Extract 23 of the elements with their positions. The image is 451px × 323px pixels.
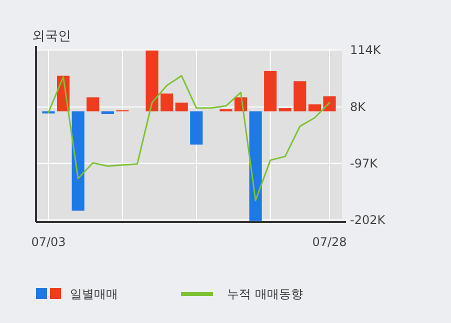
y-tick-label: -97K bbox=[350, 156, 379, 171]
bar bbox=[294, 81, 306, 112]
y-tick-label: 114K bbox=[350, 43, 382, 58]
chart-title: 외국인 bbox=[32, 29, 71, 44]
y-tick-label: -202K bbox=[350, 213, 386, 228]
bar bbox=[86, 97, 100, 112]
bar bbox=[146, 50, 158, 112]
bar bbox=[278, 108, 292, 112]
bar bbox=[249, 111, 262, 221]
bar bbox=[160, 94, 174, 112]
legend-label: 일별매매 bbox=[70, 287, 118, 302]
bar bbox=[308, 104, 321, 112]
bar bbox=[72, 111, 84, 211]
bar bbox=[190, 111, 203, 145]
x-tick-label: 07/03 bbox=[31, 235, 66, 249]
bar bbox=[101, 111, 114, 114]
bar bbox=[323, 96, 336, 112]
line-series bbox=[48, 75, 330, 202]
bar bbox=[264, 70, 277, 112]
legend-label: 누적 매매동향 bbox=[227, 287, 303, 302]
y-tick-label: 8K bbox=[350, 100, 367, 114]
x-tick-label: 07/28 bbox=[312, 235, 347, 249]
bar bbox=[175, 102, 188, 112]
